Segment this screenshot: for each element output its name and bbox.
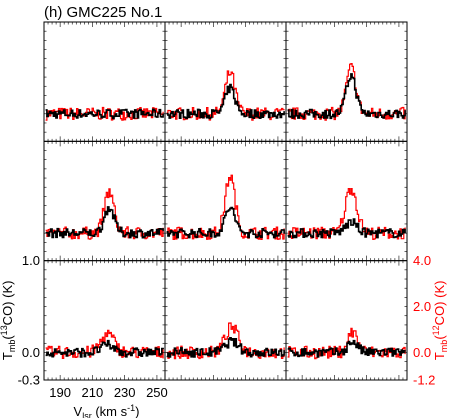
chart-title: (h) GMC225 No.1 — [44, 4, 162, 21]
panel-frame-r1c2 — [285, 140, 408, 262]
y-right-tick-label: 4.0 — [413, 253, 431, 268]
spectrum-13co-r1c2 — [287, 218, 406, 239]
x-axis-label: Vlsr (km s-1) — [74, 403, 140, 418]
spectrum-12co-r1c1 — [166, 174, 285, 240]
x-tick-label: 190 — [49, 385, 71, 400]
panel-frame-r0c1 — [164, 21, 287, 142]
panel-frame-r2c0 — [43, 260, 166, 381]
spectrum-13co-r1c0 — [45, 206, 164, 239]
spectrum-13co-r0c1 — [166, 83, 285, 120]
y-left-axis-label: Tmb(13CO) (K) — [0, 281, 17, 361]
spectra-layer — [45, 63, 406, 360]
y-right-axis-label: Tmb(12CO) (K) — [431, 281, 449, 361]
x-tick-label: 210 — [82, 385, 104, 400]
spectrum-13co-r2c1 — [166, 337, 285, 358]
y-right-tick-label: 2.0 — [413, 299, 431, 314]
spectrum-13co-r2c2 — [287, 339, 406, 358]
label-layer: (h) GMC225 No.1 190 210 230 250 1.0 0.0 -0.3 4.… — [0, 4, 449, 418]
panel-frame-r0c0 — [43, 21, 166, 142]
spectrum-12co-r1c2 — [287, 188, 406, 240]
x-tick-label: 230 — [114, 385, 136, 400]
y-left-tick-label: 1.0 — [22, 253, 40, 268]
y-right-tick-label: -1.2 — [413, 373, 435, 388]
panel-frame-r2c2 — [285, 260, 408, 381]
panel-frame-r1c1 — [164, 140, 287, 262]
x-tick-label: 250 — [146, 385, 168, 400]
panel-frame-r2c1 — [164, 260, 287, 381]
spectrum-13co-r1c1 — [166, 206, 285, 239]
y-left-tick-label: -0.3 — [18, 373, 40, 388]
y-right-tick-label: 0.0 — [413, 345, 431, 360]
spectrum-13co-r0c2 — [287, 73, 406, 120]
spectrum-13co-r2c0 — [45, 339, 164, 358]
spectrum-12co-r2c0 — [45, 329, 164, 359]
tick-layer — [43, 21, 408, 381]
y-left-tick-label: 0.0 — [22, 345, 40, 360]
spectrum-13co-r0c0 — [45, 108, 164, 120]
